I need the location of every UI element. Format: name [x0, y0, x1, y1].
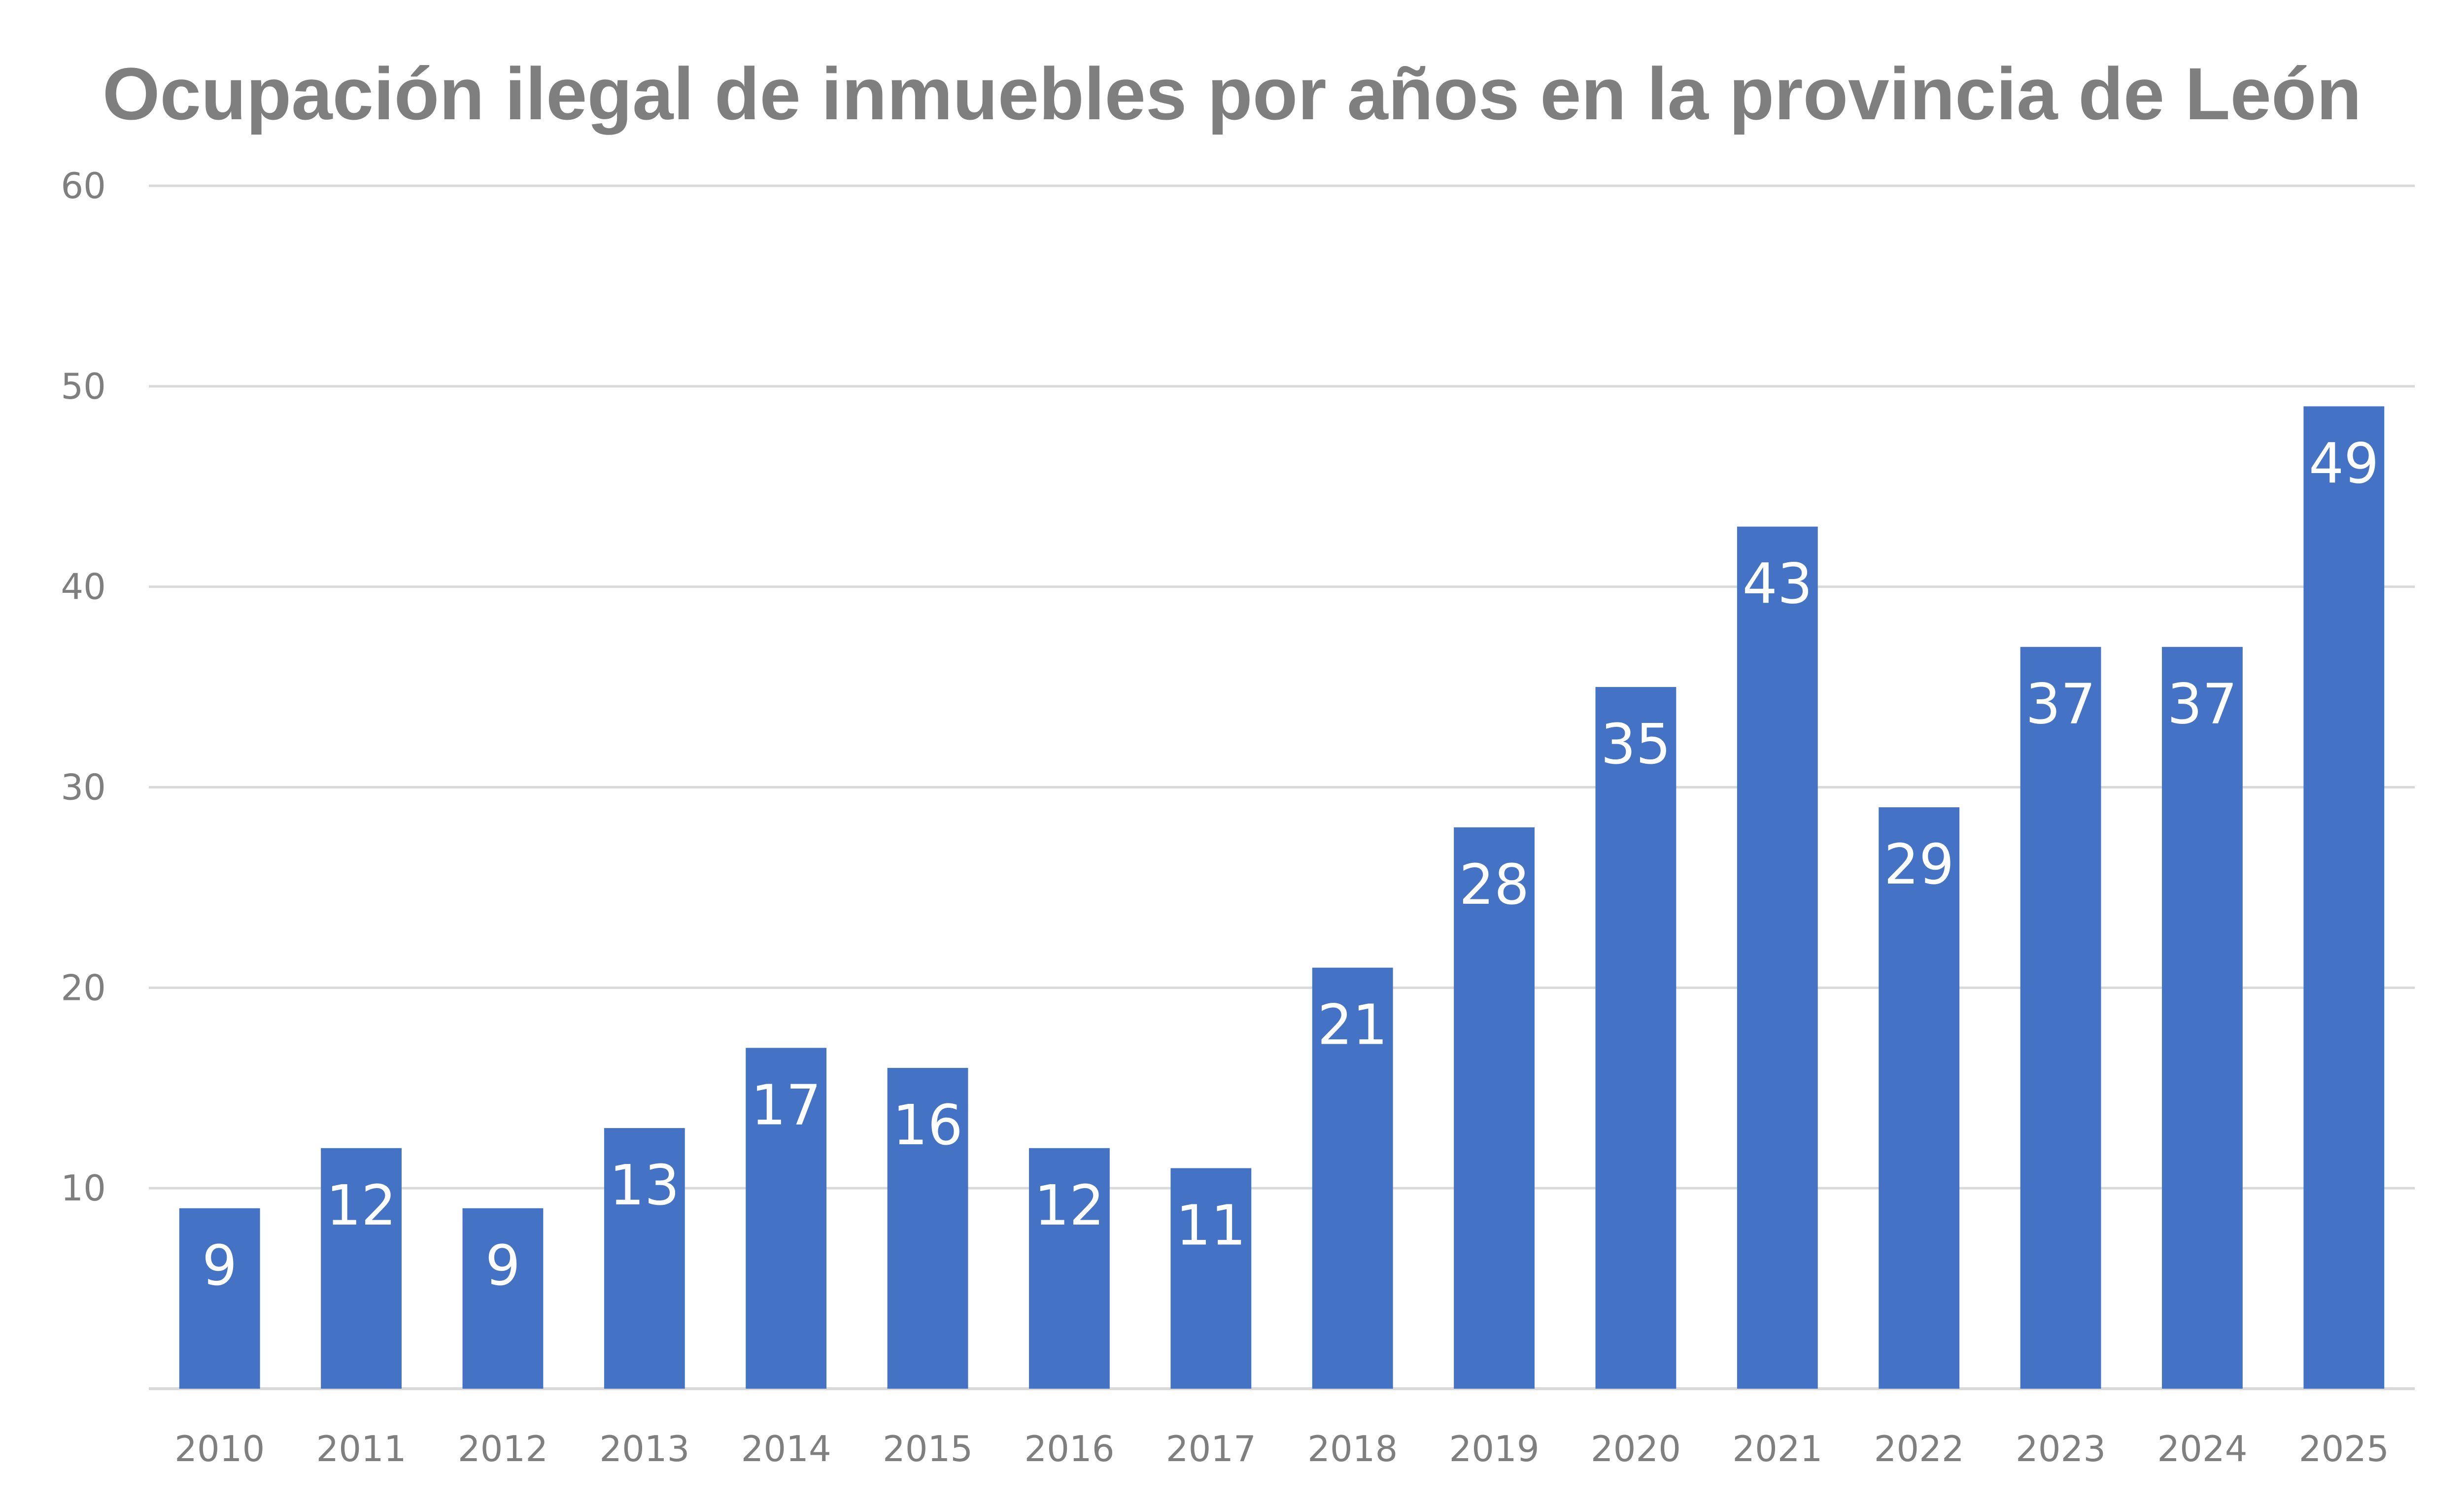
data-label: 28 [1459, 853, 1530, 917]
data-label: 35 [1601, 713, 1671, 777]
bar [1170, 1168, 1252, 1389]
x-axis-ticks: 2010 2011 2012 2013 2014 2015 2016 2017 2018 2019… [174, 1428, 2389, 1470]
data-label: 37 [2167, 673, 2238, 737]
data-label: 9 [202, 1234, 237, 1298]
bar [1737, 526, 1818, 1389]
bar [321, 1148, 402, 1389]
data-label: 17 [751, 1073, 821, 1137]
x-tick-label: 2020 [1591, 1428, 1681, 1470]
bar [179, 1208, 260, 1389]
data-label: 9 [485, 1234, 520, 1298]
bar [462, 1208, 544, 1389]
bar [2162, 647, 2243, 1389]
y-tick-label: 40 [61, 566, 106, 608]
bar [1029, 1148, 1110, 1389]
x-tick-label: 2011 [316, 1428, 406, 1470]
x-tick-label: 2017 [1166, 1428, 1256, 1470]
data-label: 11 [1176, 1194, 1246, 1258]
x-tick-label: 2018 [1307, 1428, 1398, 1470]
y-axis-ticks: 10 20 30 40 50 60 [61, 165, 106, 1209]
x-tick-label: 2016 [1024, 1428, 1114, 1470]
data-label: 37 [2025, 673, 2096, 737]
x-tick-label: 2012 [458, 1428, 548, 1470]
x-tick-label: 2025 [2299, 1428, 2389, 1470]
data-label: 13 [610, 1154, 680, 1218]
bar [1454, 827, 1535, 1389]
bars [179, 406, 2385, 1389]
bar [1879, 807, 1960, 1389]
x-tick-label: 2019 [1449, 1428, 1539, 1470]
y-tick-label: 50 [61, 366, 106, 407]
data-label: 29 [1884, 833, 1954, 897]
x-tick-label: 2021 [1732, 1428, 1822, 1470]
x-tick-label: 2024 [2157, 1428, 2247, 1470]
x-tick-label: 2014 [741, 1428, 831, 1470]
x-tick-label: 2023 [2016, 1428, 2106, 1470]
bar [746, 1048, 827, 1389]
bar [2303, 406, 2385, 1389]
y-tick-label: 60 [61, 165, 106, 206]
data-label: 12 [326, 1174, 397, 1238]
data-labels: 9 12 9 13 17 16 12 11 21 28 35 43 29 37 37 49 [202, 432, 2379, 1298]
data-label: 12 [1034, 1174, 1105, 1238]
data-label: 16 [892, 1094, 963, 1158]
x-tick-label: 2010 [174, 1428, 265, 1470]
chart-title: Ocupación ilegal de inmuebles por años e… [103, 52, 2361, 135]
y-tick-label: 10 [61, 1167, 106, 1209]
y-tick-label: 30 [61, 767, 106, 808]
bar [2020, 647, 2101, 1389]
bar [1312, 967, 1393, 1389]
bar [1595, 687, 1677, 1389]
data-label: 49 [2309, 432, 2379, 496]
bar [887, 1068, 968, 1389]
x-tick-label: 2022 [1874, 1428, 1964, 1470]
data-label: 43 [1743, 552, 1813, 616]
bar [604, 1128, 685, 1389]
x-tick-label: 2013 [599, 1428, 689, 1470]
data-label: 21 [1317, 993, 1388, 1058]
x-tick-label: 2015 [883, 1428, 973, 1470]
y-tick-label: 20 [61, 967, 106, 1008]
